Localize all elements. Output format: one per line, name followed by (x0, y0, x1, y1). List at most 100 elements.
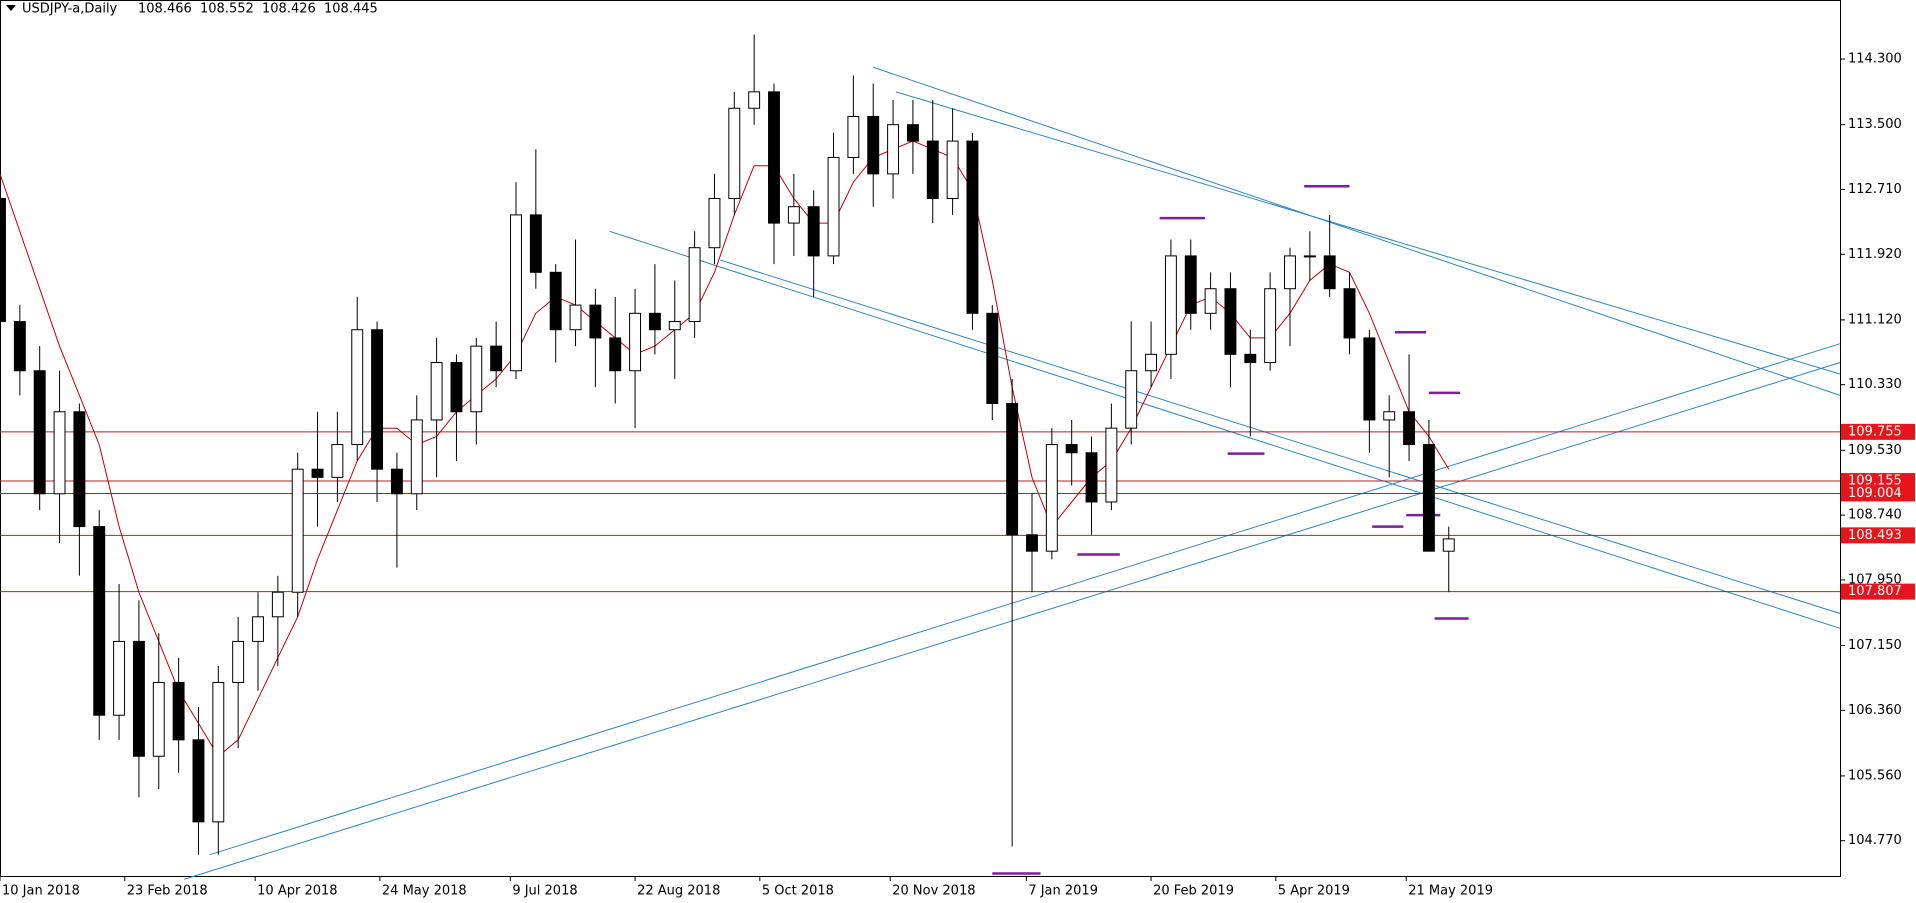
candle-body (311, 468, 324, 478)
candle-body (906, 124, 919, 142)
level-label-text: 109.004 (1848, 486, 1902, 501)
x-tick-label: 9 Jul 2018 (512, 884, 577, 899)
x-tick-label: 10 Jan 2018 (2, 884, 80, 899)
candle-body (768, 91, 780, 224)
candle-body (1303, 255, 1316, 258)
level-label-box (1841, 423, 1915, 440)
candle-body (33, 370, 46, 495)
candle-body (1006, 403, 1019, 536)
candle-body (53, 411, 66, 495)
level-label-box (1841, 473, 1915, 490)
x-tick-label: 23 Feb 2018 (127, 884, 208, 899)
candle-body (331, 444, 344, 478)
level-label-text: 108.493 (1848, 528, 1902, 543)
candle-body (648, 312, 661, 331)
y-tick-label: 109.530 (1848, 443, 1902, 458)
candle-body (1065, 444, 1078, 454)
candle-body (490, 345, 503, 372)
level-label: 109.004 (1841, 485, 1915, 502)
candle-body (73, 411, 86, 528)
candle-body (113, 640, 126, 716)
candle-body (152, 681, 165, 757)
candle-body (589, 304, 602, 339)
level-label-text: 109.155 (1848, 474, 1902, 489)
plot-frame (0, 0, 1841, 877)
candle-body (629, 312, 642, 372)
candle-body (688, 247, 701, 323)
candle-body (0, 197, 6, 323)
candle-body (430, 362, 443, 421)
candle-body (1184, 255, 1197, 314)
candle-body (212, 681, 225, 823)
trendline (719, 259, 1841, 615)
candle-body (351, 329, 364, 446)
candle-body (728, 107, 741, 199)
y-tick-label: 106.360 (1848, 703, 1902, 718)
candle-body (569, 304, 582, 331)
candle-body (1125, 370, 1138, 429)
candle-body (1204, 288, 1217, 314)
level-label-box (1841, 583, 1915, 600)
level-label: 107.807 (1841, 583, 1915, 600)
x-tick-label: 10 Apr 2018 (257, 884, 337, 899)
candle-body (172, 681, 185, 741)
candle-body (807, 206, 820, 257)
candle-body (1422, 444, 1435, 552)
trendline (209, 343, 1841, 856)
trendline (609, 230, 1841, 629)
x-tick-label: 7 Jan 2019 (1028, 884, 1098, 899)
y-tick-label: 108.740 (1848, 508, 1902, 523)
x-tick-label: 21 May 2019 (1408, 884, 1493, 899)
candle-body (271, 591, 284, 618)
candle-body (192, 739, 205, 823)
level-label-box (1841, 485, 1915, 502)
candle-body (1145, 353, 1158, 372)
x-tick-label: 20 Feb 2019 (1153, 884, 1234, 899)
candle-body (926, 140, 939, 199)
x-tick-label: 24 May 2018 (382, 884, 467, 899)
quote-value: 108.445 (324, 2, 378, 17)
candle-body (470, 345, 483, 413)
y-tick-label: 111.120 (1848, 312, 1902, 327)
candle-body (1026, 534, 1038, 552)
x-tick-label: 20 Nov 2018 (892, 884, 975, 899)
candle-body (410, 419, 423, 495)
candle-body (708, 197, 721, 249)
y-tick-label: 105.560 (1848, 768, 1902, 783)
candle-body (986, 312, 999, 405)
candle-body (13, 321, 26, 372)
chart-title: USDJPY-a,Daily (22, 2, 118, 17)
x-tick-label: 22 Aug 2018 (637, 884, 720, 899)
trendline (873, 66, 1841, 396)
y-tick-label: 104.770 (1848, 833, 1902, 848)
quote-value: 108.552 (200, 2, 254, 17)
candle-body (946, 140, 959, 199)
candle-body (887, 124, 900, 175)
menu-triangle (6, 5, 16, 11)
level-label-text: 109.755 (1848, 424, 1902, 439)
candle-body (1085, 452, 1098, 503)
level-label: 109.755 (1841, 423, 1915, 440)
candle-body (549, 271, 562, 331)
candle-body (252, 616, 264, 642)
candle-body (1284, 255, 1296, 290)
candle-body (390, 468, 403, 495)
candle-body (1164, 255, 1177, 355)
candle-body (787, 206, 800, 224)
candle-body (748, 91, 761, 109)
candle-body (867, 115, 880, 175)
x-tick-label: 5 Oct 2018 (762, 884, 834, 899)
candle-body (291, 468, 304, 593)
y-tick-label: 110.330 (1848, 377, 1902, 392)
candle-body (1224, 288, 1237, 355)
candle-body (232, 640, 245, 683)
y-tick-label: 112.710 (1848, 182, 1902, 197)
level-label: 109.155 (1841, 473, 1915, 490)
quote-value: 108.466 (138, 2, 192, 17)
candle-body (668, 321, 681, 331)
candle-body (1323, 255, 1336, 290)
y-tick-label: 113.500 (1848, 117, 1902, 132)
candle-body (609, 337, 622, 372)
